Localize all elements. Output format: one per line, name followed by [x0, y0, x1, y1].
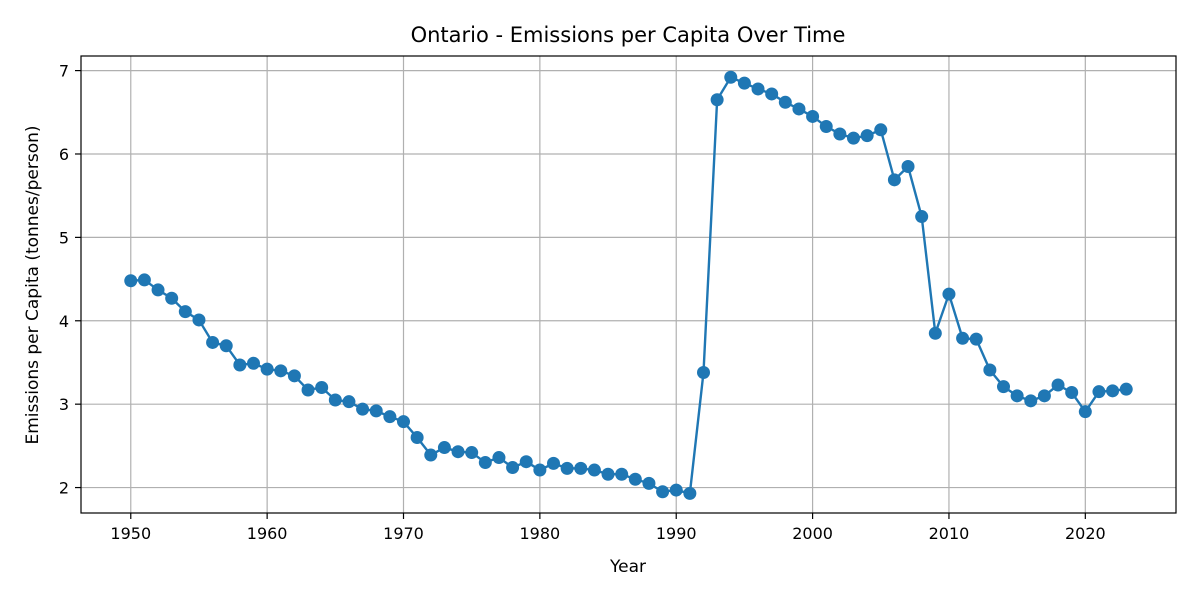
y-tick-label: 2 [59, 479, 69, 498]
data-point [165, 291, 179, 305]
data-point [1065, 385, 1079, 399]
data-point [710, 93, 724, 107]
data-point [928, 326, 942, 340]
data-point [697, 365, 710, 379]
data-point [233, 358, 247, 372]
y-tick-label: 3 [59, 395, 69, 414]
data-point [192, 313, 206, 327]
data-point [315, 380, 329, 394]
data-point [778, 95, 792, 109]
chart-title: Ontario - Emissions per Capita Over Time [411, 23, 846, 47]
y-tick-label: 5 [59, 228, 69, 247]
y-axis-label: Emissions per Capita (tonnes/person) [23, 125, 43, 444]
data-point [437, 441, 451, 455]
data-point [506, 461, 520, 475]
data-point [1010, 389, 1024, 403]
y-tick-label: 6 [59, 145, 69, 164]
data-point [1078, 405, 1092, 419]
data-point [997, 380, 1010, 394]
data-point [656, 485, 670, 499]
data-point [1092, 385, 1106, 399]
data-point [587, 463, 601, 477]
data-point [669, 483, 683, 497]
data-point [287, 369, 301, 383]
data-point [969, 332, 983, 346]
data-point [424, 448, 438, 462]
data-point [178, 305, 192, 319]
data-point [356, 402, 370, 416]
data-point [533, 463, 547, 477]
data-point [819, 119, 833, 133]
data-point [260, 362, 274, 376]
data-point [301, 383, 315, 397]
x-axis-label: Year [609, 557, 646, 577]
x-tick-label: 1980 [520, 524, 561, 543]
data-point [383, 410, 397, 424]
y-tick-label: 4 [59, 312, 69, 331]
x-tick-label: 1990 [656, 524, 697, 543]
data-point [983, 363, 997, 377]
data-point [1106, 384, 1120, 398]
data-point [956, 331, 970, 345]
x-tick-label: 2020 [1065, 524, 1106, 543]
data-point [1024, 394, 1038, 408]
data-point [560, 461, 574, 475]
data-point [792, 102, 806, 116]
data-point [915, 210, 929, 224]
data-point [642, 476, 656, 490]
data-point [328, 393, 342, 407]
data-point [628, 472, 642, 486]
x-tick-label: 1950 [110, 524, 151, 543]
x-tick-label: 2000 [792, 524, 833, 543]
data-point [451, 445, 465, 459]
data-point [737, 76, 751, 90]
data-point [124, 274, 138, 288]
data-point [887, 173, 901, 187]
data-point [574, 461, 588, 475]
y-tick-label: 7 [59, 62, 69, 81]
data-point [860, 129, 874, 143]
data-point [397, 415, 410, 429]
data-point [219, 339, 233, 353]
data-point [751, 82, 765, 96]
data-point [478, 456, 492, 470]
x-tick-label: 2010 [929, 524, 970, 543]
data-point [410, 431, 424, 445]
data-point [847, 131, 860, 145]
data-point [683, 486, 697, 500]
data-point [942, 287, 956, 301]
data-point [342, 395, 356, 409]
grid-layer [81, 56, 1176, 513]
data-point [519, 455, 533, 469]
series-line [130, 76, 1127, 495]
data-point [833, 127, 847, 141]
data-point [901, 159, 915, 173]
data-point [492, 451, 506, 465]
data-point [1051, 378, 1065, 392]
data-point [465, 446, 479, 460]
data-point [1119, 382, 1133, 396]
data-point [874, 123, 888, 137]
x-tick-label: 1960 [247, 524, 288, 543]
data-point [615, 467, 629, 481]
data-point [601, 467, 615, 481]
series-layer [124, 70, 1133, 500]
data-point [547, 456, 560, 470]
data-point [1037, 389, 1051, 403]
data-point [724, 70, 738, 84]
x-tick-label: 1970 [383, 524, 424, 543]
data-point [137, 273, 151, 287]
data-point [206, 335, 220, 349]
data-point [369, 404, 383, 418]
plot-frame [80, 55, 1177, 514]
data-point [765, 87, 779, 101]
data-point [274, 364, 288, 378]
data-point [247, 356, 260, 370]
data-point [151, 283, 165, 297]
data-point [806, 109, 820, 123]
tick-layer: 1950 1960 1970 1980 1990 2000 2010 2020 2 3 4 5 6 7 [59, 62, 1106, 543]
